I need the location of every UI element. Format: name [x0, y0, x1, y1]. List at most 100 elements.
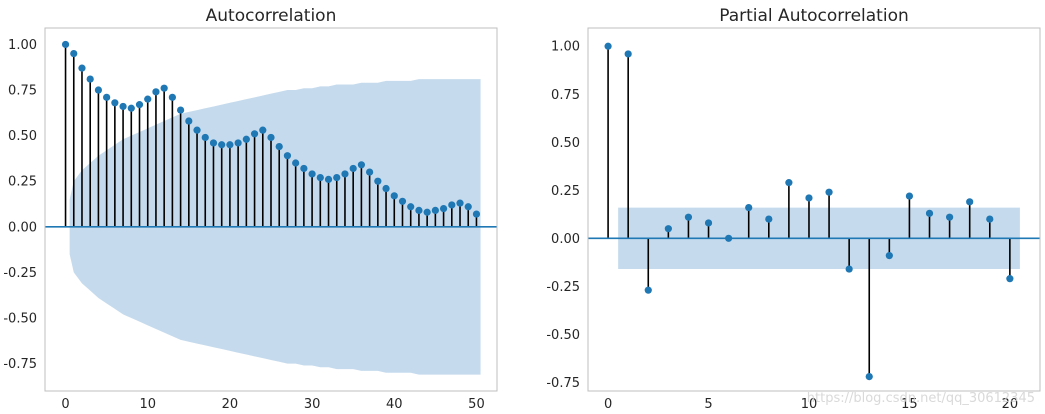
- acf-point: [70, 49, 78, 58]
- pacf-point: [684, 213, 693, 221]
- pacf-point: [785, 179, 793, 187]
- acf-point: [177, 106, 185, 114]
- pacf-axes-frame: [587, 27, 1041, 392]
- acf-point: [366, 168, 374, 176]
- acf-x-tick-label: 30: [304, 397, 321, 412]
- pacf-panel: -0.75 -0.50 -0.25 0.00 0.25 0.50 0.75 1.00 0 5 10 1…: [546, 6, 1041, 412]
- acf-point: [448, 201, 456, 209]
- acf-point: [218, 141, 226, 149]
- pacf-point: [845, 265, 853, 273]
- pacf-point: [925, 209, 934, 217]
- acf-point: [103, 93, 111, 101]
- acf-point: [472, 210, 481, 218]
- acf-title: Autocorrelation: [206, 6, 337, 26]
- acf-point: [127, 104, 135, 112]
- pacf-point: [885, 251, 893, 260]
- pacf-point: [805, 194, 813, 202]
- acf-y-tick-label: 0.50: [8, 129, 37, 144]
- pacf-y-tick-label: -0.50: [546, 328, 580, 343]
- pacf-point: [905, 192, 914, 200]
- acf-point: [275, 142, 283, 151]
- pacf-x-tick-label: 20: [1002, 397, 1019, 412]
- acf-y-tick-label: 0.75: [8, 84, 37, 99]
- acf-panel: -0.75 -0.50 -0.25 0.00 0.25 0.50 0.75 1.00 0 10 20…: [3, 6, 498, 412]
- pacf-point: [664, 225, 672, 233]
- acf-x-tick-label: 20: [222, 397, 239, 412]
- acf-x-tick-label: 40: [386, 397, 403, 412]
- acf-point: [398, 197, 407, 205]
- acf-point: [292, 159, 300, 167]
- acf-point: [242, 135, 250, 143]
- pacf-point: [725, 234, 733, 242]
- acf-point: [300, 164, 308, 173]
- acf-point: [94, 86, 103, 94]
- acf-point: [308, 170, 316, 178]
- acf-point: [415, 206, 423, 215]
- acf-x-tick-label: 50: [468, 397, 485, 412]
- acf-point: [259, 126, 267, 134]
- pacf-y-tick-label: 0.00: [551, 232, 580, 247]
- acf-point: [423, 208, 431, 216]
- acf-point: [185, 117, 193, 125]
- acf-point: [152, 88, 160, 96]
- acf-point: [324, 175, 333, 184]
- pacf-x-tick-label: 0: [604, 397, 612, 412]
- acf-point: [226, 141, 234, 149]
- acf-point: [341, 170, 349, 178]
- acf-y-tick-label: 0.00: [8, 220, 37, 235]
- acf-point: [283, 152, 292, 160]
- acf-point: [439, 204, 448, 213]
- pacf-y-tick-label: 1.00: [551, 40, 580, 55]
- acf-point: [456, 199, 464, 207]
- acf-point: [144, 95, 152, 103]
- pacf-point: [604, 42, 612, 50]
- pacf-y-tick-label: 0.25: [551, 184, 580, 199]
- acf-y-tick-label: 0.25: [8, 175, 37, 190]
- acf-y-tick-label: -0.50: [3, 312, 37, 327]
- acf-point: [160, 84, 168, 92]
- acf-point: [234, 139, 242, 147]
- acf-point: [374, 177, 382, 185]
- acf-point: [407, 203, 415, 211]
- pacf-point: [865, 372, 873, 381]
- acf-point: [111, 99, 119, 107]
- acf-point: [135, 101, 144, 109]
- pacf-point: [1006, 275, 1014, 283]
- acf-x-tick-label: 10: [139, 397, 156, 412]
- pacf-x-tick-label: 10: [801, 397, 818, 412]
- pacf-point: [644, 286, 652, 294]
- pacf-point: [624, 50, 632, 58]
- acf-point: [316, 173, 324, 182]
- pacf-y-tick-label: 0.75: [551, 88, 580, 103]
- acf-point: [201, 133, 209, 142]
- pacf-point: [986, 215, 994, 223]
- acf-y-tick-label: -0.25: [3, 266, 37, 281]
- acf-x-tick-label: 0: [61, 397, 69, 412]
- pacf-point: [765, 215, 773, 223]
- acf-y-tick-label: 1.00: [8, 38, 37, 53]
- pacf-point: [745, 203, 753, 212]
- pacf-title: Partial Autocorrelation: [719, 6, 909, 26]
- acf-point: [168, 93, 176, 101]
- acf-point: [250, 130, 259, 138]
- pacf-x-tick-label: 15: [901, 397, 918, 412]
- acf-point: [119, 102, 127, 111]
- acf-point: [390, 192, 398, 200]
- acf-point: [382, 184, 390, 193]
- pacf-y-tick-label: 0.50: [551, 136, 580, 151]
- acf-point: [209, 139, 218, 147]
- pacf-y-tick-label: -0.75: [546, 376, 580, 391]
- acf-point: [431, 206, 439, 215]
- acf-point: [78, 64, 86, 72]
- acf-y-tick-label: -0.75: [3, 357, 37, 372]
- acf-point: [357, 161, 365, 169]
- pacf-point: [704, 219, 713, 227]
- pacf-y-tick-label: -0.25: [546, 280, 580, 295]
- pacf-x-tick-label: 5: [704, 397, 712, 412]
- pacf-point: [946, 213, 954, 221]
- acf-point: [86, 75, 94, 83]
- acf-point: [267, 133, 275, 142]
- pacf-point: [966, 198, 974, 206]
- acf-point: [333, 173, 341, 182]
